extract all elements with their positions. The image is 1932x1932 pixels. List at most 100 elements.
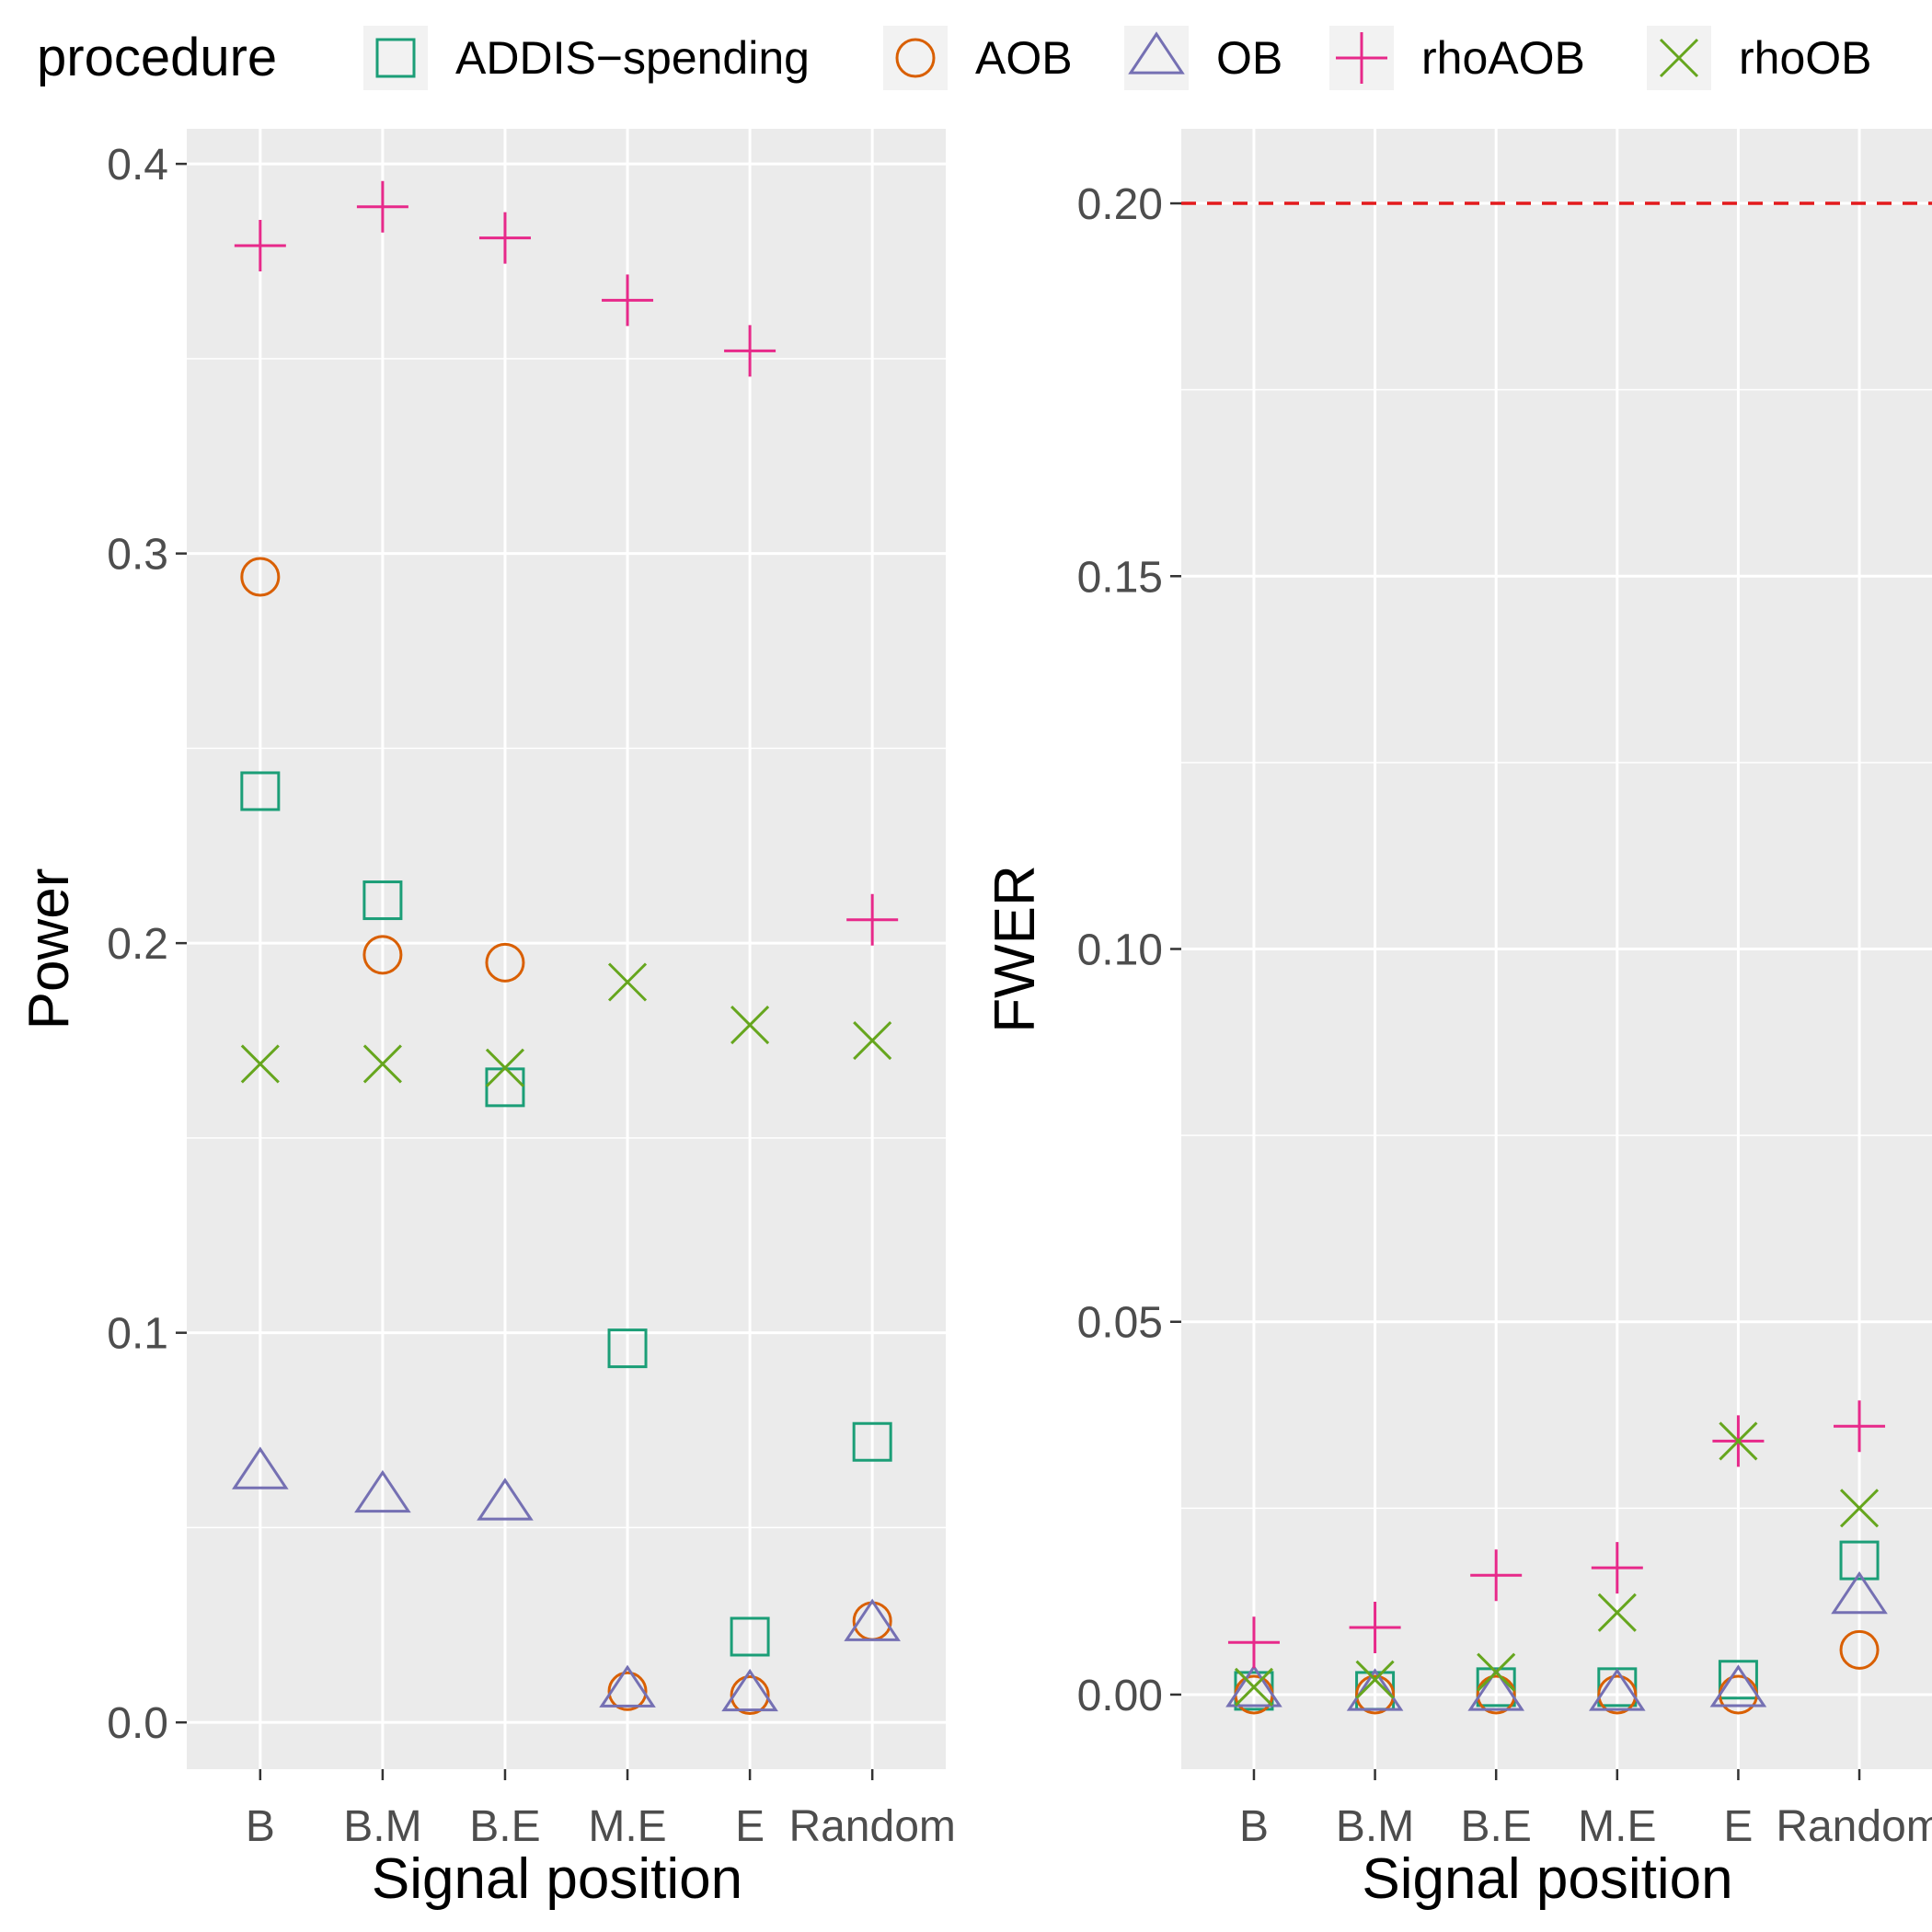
data-point — [1591, 1542, 1643, 1594]
y-tick-label: 0.20 — [1077, 180, 1163, 229]
data-point — [1227, 1616, 1280, 1669]
panels: 0.0 0.1 0.2 0.3 0.4 B B.M B.E M.E E Random Signal p… — [17, 129, 1932, 1911]
series-ob — [1225, 1570, 1888, 1711]
data-point — [362, 1044, 402, 1084]
x-tick-label: B.E — [469, 1802, 540, 1851]
x-tick-label: B.M — [343, 1802, 421, 1851]
y-tick-label: 0.1 — [107, 1310, 168, 1359]
legend-key-marker — [1659, 38, 1699, 78]
legend-key-marker — [1336, 32, 1387, 84]
legend-label: rhoAOB — [1421, 32, 1585, 84]
y-tick-label: 0.2 — [107, 920, 168, 969]
x-tick-label: Random — [1776, 1802, 1932, 1851]
data-point — [1597, 1593, 1637, 1632]
y-tick-label: 0.3 — [107, 531, 168, 580]
legend-key-marker — [375, 38, 416, 78]
data-point — [240, 771, 281, 811]
data-point — [1225, 1664, 1282, 1708]
legend-key-bg — [363, 26, 428, 90]
data-point — [362, 880, 403, 921]
data-point — [1476, 1674, 1516, 1715]
data-point — [485, 1048, 525, 1087]
data-point — [607, 1671, 648, 1711]
data-point — [354, 1469, 411, 1513]
legend-key-1 — [363, 26, 428, 90]
legend-key-2 — [883, 26, 948, 90]
x-tick-label: M.E — [588, 1802, 666, 1851]
data-point — [607, 962, 648, 1002]
y-tick-label: 0.15 — [1077, 553, 1163, 602]
x-tick-label: Random — [788, 1802, 955, 1851]
y-axis-title: FWER — [983, 865, 1047, 1033]
panel-power: 0.0 0.1 0.2 0.3 0.4 B B.M B.E M.E E Random Signal p… — [17, 129, 956, 1911]
data-point — [602, 274, 654, 327]
series-rhoob — [240, 962, 892, 1087]
data-point — [1355, 1674, 1396, 1715]
data-point — [724, 325, 776, 377]
data-point — [1349, 1602, 1401, 1654]
data-point — [485, 942, 525, 983]
data-point — [1355, 1660, 1395, 1699]
x-axis-title: Signal position — [372, 1847, 742, 1911]
y-tick-label: 0.0 — [107, 1699, 168, 1748]
x-axis-title: Signal position — [1362, 1847, 1732, 1911]
data-point — [852, 1421, 892, 1462]
legend-title: procedure — [37, 28, 277, 87]
legend-label: OB — [1216, 32, 1282, 84]
data-point — [721, 1668, 778, 1712]
data-point — [1346, 1668, 1404, 1711]
x-tick-label: B.M — [1336, 1802, 1414, 1851]
data-point — [730, 1675, 770, 1716]
data-point — [240, 1044, 280, 1084]
data-point — [362, 935, 403, 975]
legend-key-marker — [895, 38, 936, 78]
y-axis-title: Power — [17, 868, 81, 1030]
legend-key-4 — [1329, 26, 1394, 90]
series-ob — [232, 1446, 901, 1712]
y-tick-label: 0.05 — [1077, 1299, 1163, 1348]
legend-label: AOB — [975, 32, 1073, 84]
data-point — [1234, 1667, 1274, 1707]
panel-fwer: 0.00 0.05 0.10 0.15 0.20 B B.M B.E M.E E Random Sig… — [983, 129, 1932, 1911]
data-point — [599, 1664, 656, 1708]
data-point — [1839, 1489, 1880, 1528]
series-rhoob — [1234, 1421, 1880, 1707]
data-point — [1467, 1668, 1524, 1711]
data-point — [1709, 1664, 1767, 1708]
legend-label: ADDIS−spending — [455, 32, 810, 84]
legend-key-3 — [1124, 26, 1189, 90]
data-point — [730, 1616, 770, 1657]
data-point — [478, 212, 531, 264]
legend-key-bg — [883, 26, 948, 90]
data-point — [1589, 1668, 1646, 1711]
data-point — [607, 1328, 648, 1369]
data-point — [1834, 1400, 1886, 1453]
data-point — [730, 1006, 770, 1045]
data-point — [240, 557, 281, 597]
data-point — [356, 180, 408, 233]
data-point — [1597, 1674, 1638, 1715]
data-point — [232, 1446, 289, 1489]
data-point — [846, 893, 899, 946]
x-tick-label: E — [735, 1802, 765, 1851]
data-point — [1831, 1570, 1888, 1615]
series-rhoaob — [234, 180, 899, 946]
series-addis-spending — [240, 771, 892, 1657]
y-tick-label: 0.00 — [1077, 1672, 1163, 1720]
data-point — [853, 1020, 892, 1061]
data-point — [1718, 1660, 1758, 1700]
legend-key-5 — [1647, 26, 1711, 90]
x-tick-label: E — [1723, 1802, 1753, 1851]
panel-background — [187, 129, 946, 1769]
x-tick-label: B.E — [1461, 1802, 1532, 1851]
legend: procedure ADDIS−spending AOB OB rhoAOB rhoOB — [37, 26, 1872, 90]
data-point — [234, 220, 286, 272]
data-point — [1839, 1540, 1880, 1581]
data-point — [844, 1598, 901, 1641]
series-rhoaob — [1227, 1400, 1886, 1669]
x-tick-label: B — [246, 1802, 275, 1851]
legend-key-marker — [1128, 31, 1185, 75]
data-point — [1839, 1629, 1880, 1670]
x-tick-label: M.E — [1578, 1802, 1656, 1851]
